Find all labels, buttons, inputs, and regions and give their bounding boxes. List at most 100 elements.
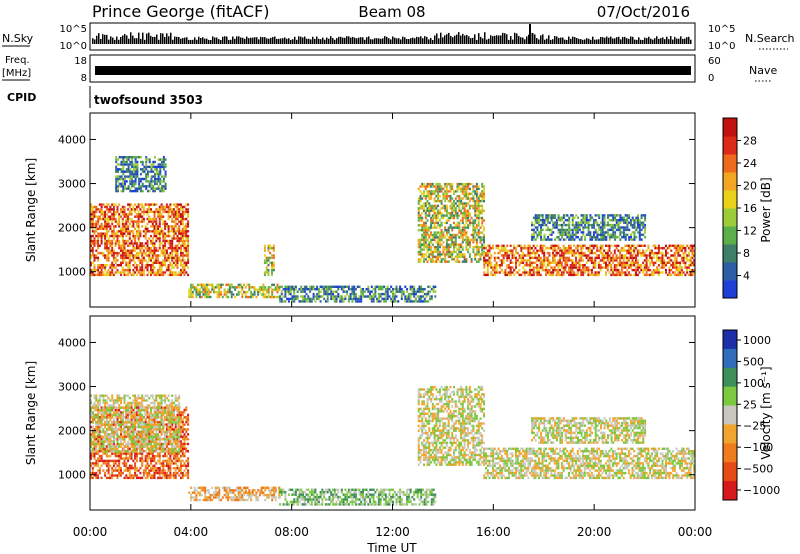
- nsky-bar: [534, 34, 536, 44]
- nsky-bar: [276, 38, 278, 44]
- nsky-bar: [500, 35, 502, 44]
- nsearch-tick-low: 10^0: [708, 41, 735, 52]
- nsky-bar: [652, 39, 654, 44]
- nsky-bar: [462, 33, 464, 44]
- nsky-bar: [566, 39, 568, 44]
- beam-title: Beam 08: [358, 3, 425, 21]
- nsky-bar: [296, 39, 298, 44]
- nsky-bar: [338, 36, 340, 44]
- colorbar-tick-label: 28: [743, 135, 757, 148]
- nsky-bar: [230, 39, 232, 44]
- nsky-bar: [582, 39, 584, 44]
- power-heatmap: [90, 156, 696, 303]
- nsky-bar: [232, 36, 234, 44]
- nsky-bar: [152, 36, 154, 44]
- nsky-bar: [576, 38, 578, 44]
- nsky-bar: [278, 38, 280, 44]
- power-ytick-label: 2000: [58, 222, 86, 235]
- nsky-bar: [204, 38, 206, 44]
- nsky-bar: [304, 36, 306, 44]
- nsky-bar: [98, 33, 100, 44]
- nsky-bar: [546, 38, 548, 44]
- nsky-bar: [690, 39, 692, 44]
- nsky-bar: [456, 34, 458, 44]
- nsky-bar: [318, 38, 320, 44]
- nsky-bar: [446, 34, 448, 44]
- nsky-bar: [552, 39, 554, 44]
- nsky-bar: [514, 32, 516, 44]
- nsky-bar: [388, 38, 390, 44]
- nsky-bar: [418, 37, 420, 44]
- nsky-bar: [374, 38, 376, 44]
- time-tick-label: 16:00: [476, 525, 511, 539]
- nsky-bar: [470, 38, 472, 44]
- nsky-bar: [444, 35, 446, 44]
- nsky-bar: [372, 39, 374, 44]
- nsky-bar: [170, 32, 172, 44]
- time-axis: 00:00 04:00 08:00 12:00 16:00 20:00 00:00: [73, 525, 713, 539]
- nsky-bar: [594, 39, 596, 44]
- vel-band-3: [417, 385, 485, 466]
- nsky-bar: [96, 35, 98, 44]
- nsky-bar: [386, 36, 388, 44]
- nsky-bar: [540, 35, 542, 44]
- nsky-bar: [370, 39, 372, 44]
- nsky-bar: [562, 37, 564, 44]
- nsky-bar: [162, 33, 164, 44]
- nsky-bar: [216, 37, 218, 44]
- nsky-bar: [630, 36, 632, 44]
- nsky-bar: [400, 39, 402, 44]
- nsky-bar: [394, 37, 396, 44]
- nsky-bar: [508, 39, 510, 44]
- power-band-0: [90, 203, 190, 277]
- nsky-bar: [638, 37, 640, 44]
- nsky-bar: [294, 36, 296, 44]
- nsky-bar: [688, 36, 690, 44]
- vel-band-1: [188, 486, 281, 502]
- nsky-bar: [362, 37, 364, 44]
- nsky-bar: [406, 38, 408, 44]
- colorbar-tick-label: 100: [743, 377, 764, 390]
- power-band-7: [115, 156, 167, 193]
- time-axis-label: Time UT: [366, 541, 417, 554]
- colorbar-tick-label: 1000: [743, 334, 771, 347]
- nsky-bar: [512, 39, 514, 44]
- nsky-bar: [596, 39, 598, 44]
- colorbar-segment: [723, 481, 737, 501]
- nsky-bar: [670, 36, 672, 44]
- colorbar-segment: [723, 443, 737, 463]
- nsky-bar: [674, 36, 676, 44]
- nsky-bar: [684, 38, 686, 44]
- nsky-bar: [172, 39, 174, 44]
- nsky-bar: [486, 39, 488, 44]
- nsky-bar: [270, 37, 272, 44]
- power-band-1: [188, 283, 281, 299]
- nsky-bar: [348, 36, 350, 44]
- nsky-bar: [360, 37, 362, 44]
- nsky-bar: [414, 38, 416, 44]
- nsky-bar: [604, 37, 606, 44]
- nsky-bar: [656, 36, 658, 44]
- nsky-bar: [302, 37, 304, 44]
- nsky-bar: [608, 37, 610, 44]
- nsky-bar: [108, 39, 110, 44]
- vel-band-4: [483, 447, 696, 480]
- nsky-bar: [578, 38, 580, 44]
- time-tick-label: 00:00: [73, 525, 108, 539]
- nsky-bar: [396, 38, 398, 44]
- nsky-bar: [548, 35, 550, 44]
- colorbar-segment: [723, 424, 737, 444]
- freq-label: Freq.: [5, 55, 30, 66]
- nsky-bar: [218, 39, 220, 44]
- cpid-label: CPID: [7, 91, 36, 104]
- nsky-bar: [468, 36, 470, 44]
- nsky-bar: [542, 34, 544, 44]
- power-band-6: [263, 244, 275, 277]
- nsky-bar: [208, 39, 210, 44]
- nsky-bar: [472, 37, 474, 44]
- nsky-bar: [458, 32, 460, 44]
- nsky-bar: [364, 39, 366, 44]
- nsky-bar: [330, 36, 332, 44]
- nsky-bar: [682, 38, 684, 44]
